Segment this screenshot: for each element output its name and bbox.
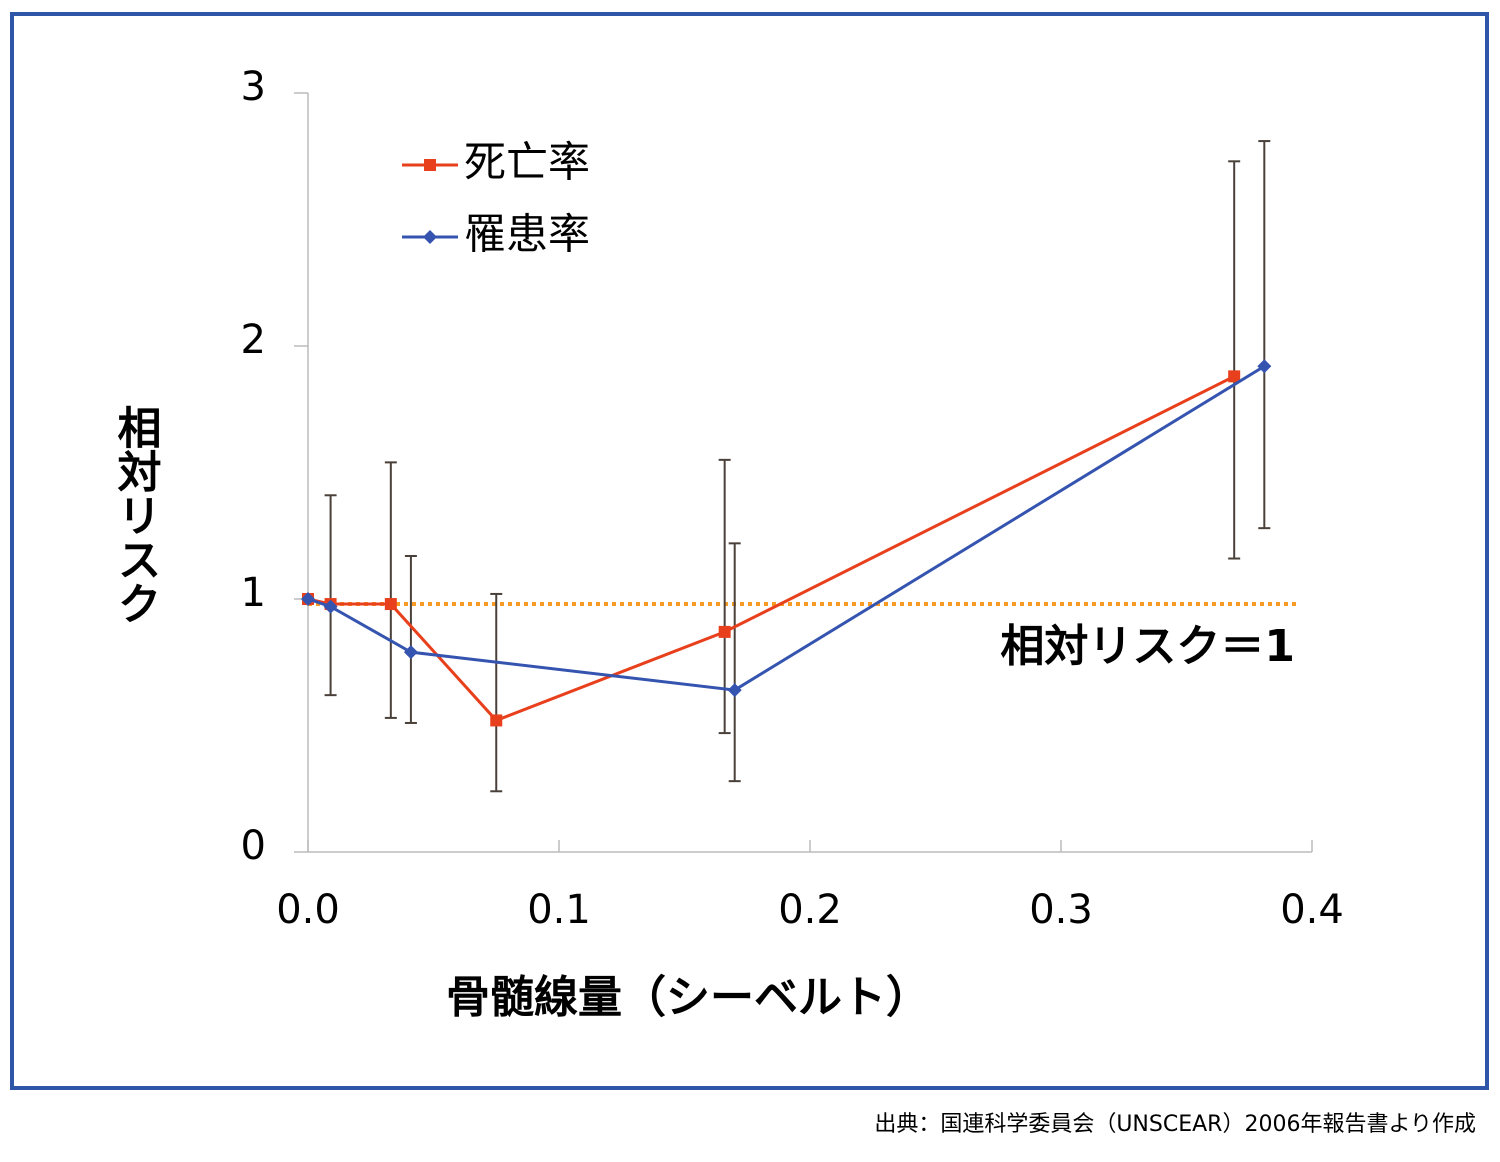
x-tick-label: 0.1 — [527, 887, 591, 933]
y-tick-label: 1 — [241, 570, 266, 616]
error-bar — [728, 542, 741, 783]
x-axis-label: 骨髄線量（シーベルト） — [446, 972, 930, 1023]
marker — [403, 645, 418, 660]
frame — [10, 12, 1489, 1090]
y-tick-label: 2 — [241, 317, 266, 363]
legend-label: 死亡率 — [464, 138, 590, 187]
x-tick-label: 0.2 — [778, 887, 842, 933]
marker — [727, 683, 742, 698]
legend-label: 罹患率 — [464, 210, 590, 259]
marker — [384, 598, 397, 611]
error-bar — [490, 592, 503, 793]
y-axis-label: 相対リスク — [110, 405, 162, 625]
y-tick-label: 0 — [241, 823, 266, 869]
reference-label: 相対リスク＝1 — [1000, 621, 1295, 672]
x-tick-label: 0.3 — [1029, 887, 1093, 933]
marker — [301, 592, 315, 606]
marker — [424, 159, 436, 171]
x-tick-label: 0.0 — [276, 887, 340, 933]
error-bar — [1258, 140, 1271, 530]
marker — [423, 230, 437, 244]
marker — [1257, 359, 1272, 374]
marker — [1228, 370, 1241, 383]
marker — [323, 599, 338, 614]
marker — [718, 625, 731, 638]
error-bar — [384, 461, 397, 719]
error-bar — [1228, 160, 1241, 560]
y-tick-label: 3 — [241, 64, 266, 110]
error-bar — [404, 554, 417, 724]
x-tick-label: 0.4 — [1280, 887, 1344, 933]
error-bar — [718, 458, 731, 735]
source-note: 出典：国連科学委員会（UNSCEAR）2006年報告書より作成 — [874, 1112, 1476, 1137]
marker — [490, 714, 503, 727]
error-bar — [324, 494, 337, 697]
